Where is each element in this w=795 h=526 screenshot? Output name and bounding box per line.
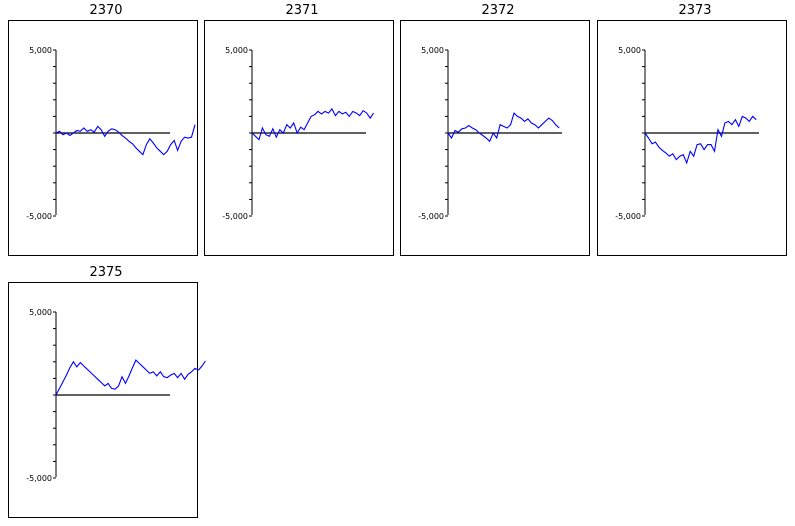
series-line — [447, 112, 560, 143]
y-tick-label: 5,000 — [29, 308, 52, 317]
panel-2372: 2372 5,000 -5,000 — [400, 0, 596, 262]
y-tick-label: 5,000 — [618, 46, 641, 55]
panel-frame — [8, 20, 198, 256]
y-tick-label: -5,000 — [418, 212, 444, 221]
y-tick-label: -5,000 — [26, 212, 52, 221]
panel-2370: 2370 5,000 -5,000 — [8, 0, 204, 262]
y-tick-label: 5,000 — [29, 46, 52, 55]
plot-area: 5,000 -5,000 — [26, 46, 196, 221]
panel-title: 2373 — [678, 3, 712, 18]
series-line — [251, 107, 375, 141]
plot-area: 5,000 -5,000 — [222, 46, 375, 221]
plot-area: 5,000 -5,000 — [418, 46, 562, 221]
panel-2373: 2373 5,000 -5,000 — [597, 0, 793, 262]
panel-title: 2370 — [89, 3, 123, 18]
y-tick-label: 5,000 — [225, 46, 248, 55]
panel-title: 2375 — [89, 265, 123, 280]
panel-frame — [400, 20, 590, 256]
y-tick-label: 5,000 — [421, 46, 444, 55]
series-line — [644, 115, 757, 165]
panel-2375: 2375 5,000 -5,000 — [8, 262, 206, 524]
y-tick-label: -5,000 — [26, 474, 52, 483]
plot-area: 5,000 -5,000 — [615, 46, 759, 221]
y-tick-label: -5,000 — [615, 212, 641, 221]
panel-2371: 2371 5,000 -5,000 — [204, 0, 400, 262]
series-line — [55, 359, 206, 396]
panel-title: 2371 — [285, 3, 319, 18]
series-line — [55, 124, 196, 156]
panel-frame — [204, 20, 394, 256]
plot-area: 5,000 -5,000 — [26, 308, 206, 483]
panel-frame — [597, 20, 787, 256]
panel-title: 2372 — [481, 3, 515, 18]
y-tick-label: -5,000 — [222, 212, 248, 221]
panel-frame — [8, 282, 198, 518]
